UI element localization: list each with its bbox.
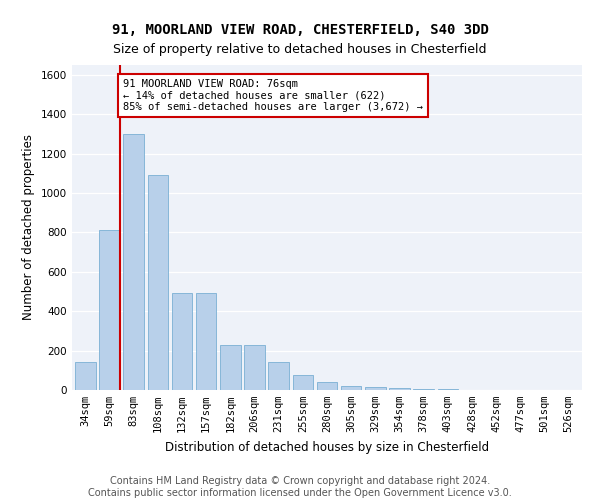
Bar <box>293 375 313 390</box>
Bar <box>172 294 192 390</box>
Bar <box>341 386 361 390</box>
Bar <box>365 387 386 390</box>
Bar <box>124 134 144 390</box>
Bar <box>317 382 337 390</box>
Text: 91, MOORLAND VIEW ROAD, CHESTERFIELD, S40 3DD: 91, MOORLAND VIEW ROAD, CHESTERFIELD, S4… <box>112 22 488 36</box>
Text: Contains HM Land Registry data © Crown copyright and database right 2024.
Contai: Contains HM Land Registry data © Crown c… <box>88 476 512 498</box>
Bar <box>148 176 168 390</box>
X-axis label: Distribution of detached houses by size in Chesterfield: Distribution of detached houses by size … <box>165 440 489 454</box>
Text: Size of property relative to detached houses in Chesterfield: Size of property relative to detached ho… <box>113 42 487 56</box>
Bar <box>75 362 95 390</box>
Bar <box>413 389 434 390</box>
Bar <box>220 344 241 390</box>
Bar <box>389 388 410 390</box>
Bar <box>99 230 120 390</box>
Bar <box>268 362 289 390</box>
Text: 91 MOORLAND VIEW ROAD: 76sqm
← 14% of detached houses are smaller (622)
85% of s: 91 MOORLAND VIEW ROAD: 76sqm ← 14% of de… <box>123 79 423 112</box>
Bar <box>244 344 265 390</box>
Y-axis label: Number of detached properties: Number of detached properties <box>22 134 35 320</box>
Bar <box>196 294 217 390</box>
